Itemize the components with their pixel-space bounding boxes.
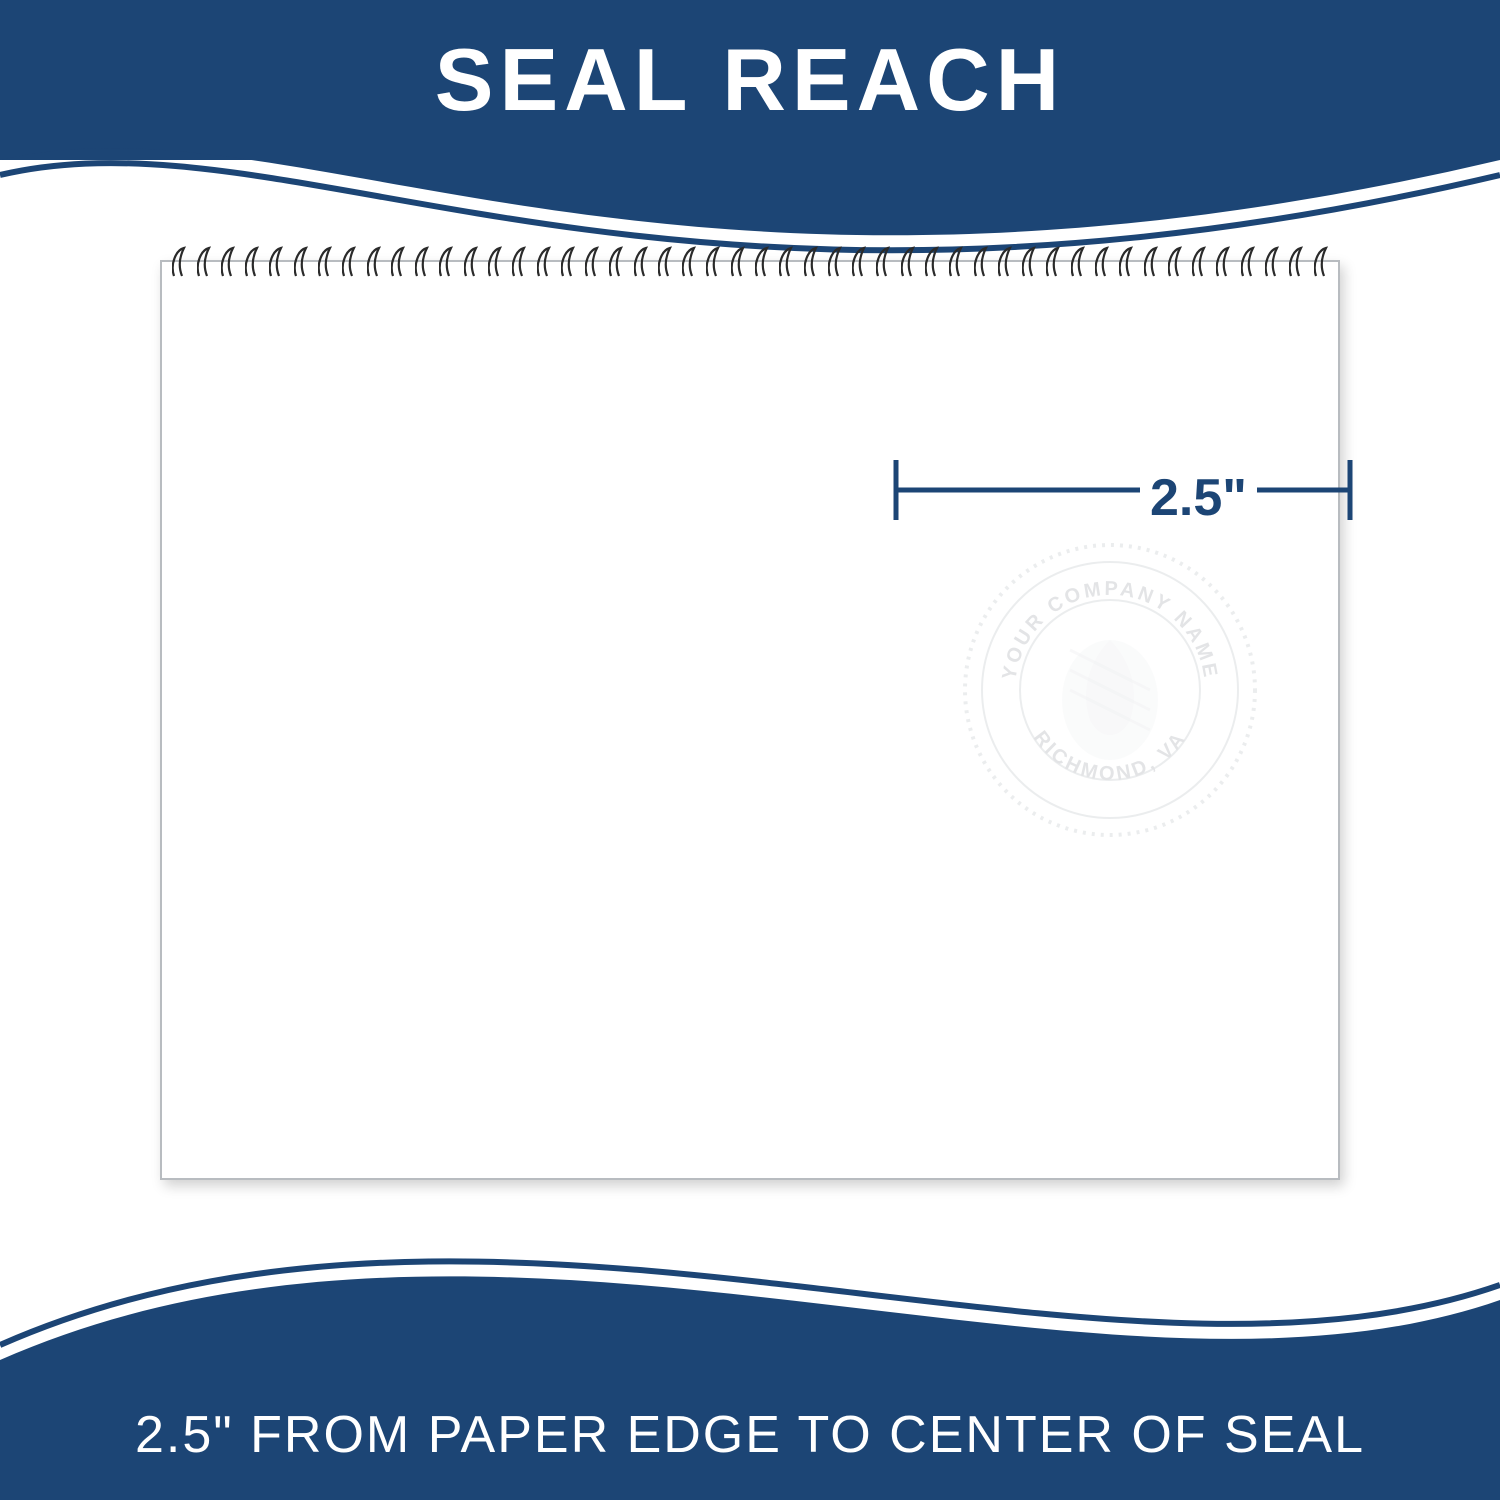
spiral-binding	[162, 244, 1338, 280]
spiral-ring	[658, 246, 672, 278]
spiral-ring	[828, 246, 842, 278]
spiral-ring	[269, 246, 283, 278]
spiral-ring	[464, 246, 478, 278]
spiral-ring	[318, 246, 332, 278]
spiral-ring	[974, 246, 988, 278]
footer-banner: 2.5" FROM PAPER EDGE TO CENTER OF SEAL	[0, 1370, 1500, 1500]
spiral-ring	[1265, 246, 1279, 278]
spiral-ring	[221, 246, 235, 278]
spiral-ring	[537, 246, 551, 278]
spiral-ring	[1071, 246, 1085, 278]
spiral-ring	[682, 246, 696, 278]
bottom-swoosh-decoration	[0, 1160, 1500, 1380]
spiral-ring	[1241, 246, 1255, 278]
spiral-ring	[415, 246, 429, 278]
embossed-seal: YOUR COMPANY NAME RICHMOND, VA	[960, 540, 1260, 840]
spiral-ring	[779, 246, 793, 278]
spiral-ring	[634, 246, 648, 278]
spiral-ring	[439, 246, 453, 278]
spiral-ring	[925, 246, 939, 278]
spiral-ring	[1022, 246, 1036, 278]
spiral-ring	[1144, 246, 1158, 278]
spiral-ring	[197, 246, 211, 278]
spiral-ring	[1192, 246, 1206, 278]
spiral-ring	[998, 246, 1012, 278]
header-banner: SEAL REACH	[0, 0, 1500, 160]
measurement-label: 2.5"	[1140, 468, 1257, 528]
spiral-ring	[804, 246, 818, 278]
spiral-ring	[1119, 246, 1133, 278]
seal-center-emblem	[1062, 640, 1158, 760]
spiral-ring	[391, 246, 405, 278]
spiral-ring	[245, 246, 259, 278]
spiral-ring	[294, 246, 308, 278]
page-title: SEAL REACH	[435, 29, 1065, 131]
spiral-ring	[876, 246, 890, 278]
spiral-ring	[852, 246, 866, 278]
spiral-ring	[706, 246, 720, 278]
spiral-ring	[1168, 246, 1182, 278]
spiral-ring	[585, 246, 599, 278]
spiral-ring	[1314, 246, 1328, 278]
spiral-ring	[755, 246, 769, 278]
spiral-ring	[1095, 246, 1109, 278]
spiral-ring	[1289, 246, 1303, 278]
measurement-indicator	[890, 450, 1360, 530]
spiral-ring	[949, 246, 963, 278]
spiral-ring	[488, 246, 502, 278]
footer-caption: 2.5" FROM PAPER EDGE TO CENTER OF SEAL	[135, 1405, 1365, 1465]
spiral-ring	[512, 246, 526, 278]
spiral-ring	[342, 246, 356, 278]
spiral-ring	[731, 246, 745, 278]
spiral-ring	[561, 246, 575, 278]
spiral-ring	[172, 246, 186, 278]
spiral-ring	[1216, 246, 1230, 278]
spiral-ring	[1046, 246, 1060, 278]
spiral-ring	[367, 246, 381, 278]
spiral-ring	[609, 246, 623, 278]
spiral-ring	[901, 246, 915, 278]
